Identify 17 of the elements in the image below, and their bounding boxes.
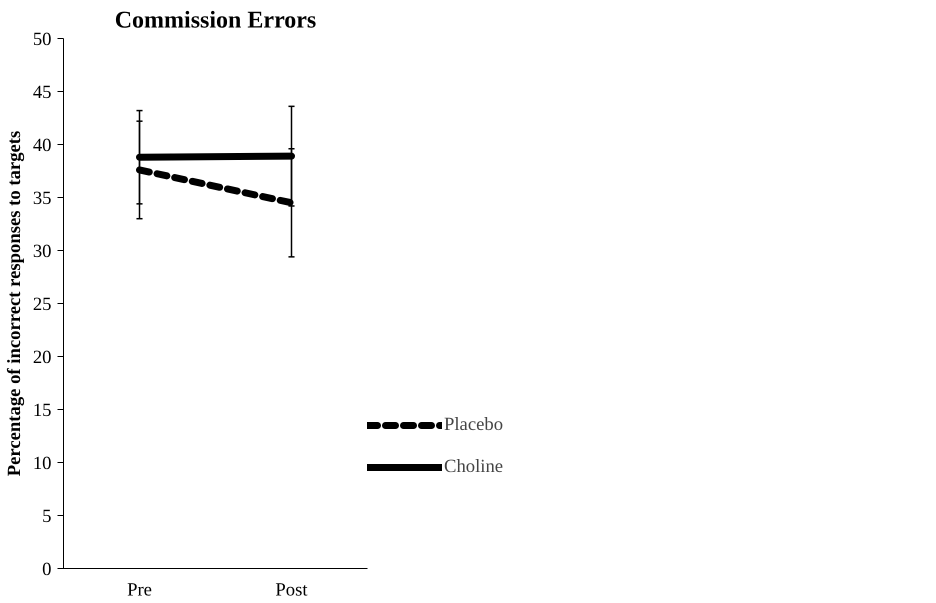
legend-label: Placebo	[444, 414, 504, 436]
x-tick-label: Pre	[127, 580, 152, 600]
y-tick-label: 50	[32, 29, 52, 50]
y-tick-label: 15	[32, 400, 52, 421]
y-tick-label: 10	[32, 453, 52, 474]
x-tick-label: Post	[275, 580, 308, 600]
y-tick-label: 20	[32, 347, 52, 368]
y-tick-label: 35	[32, 188, 52, 209]
y-tick-label: 0	[42, 559, 52, 580]
chart-title: Commission Errors	[114, 8, 316, 34]
y-tick-label: 40	[32, 135, 52, 156]
y-tick-label: 5	[42, 506, 52, 527]
y-tick-label: 25	[32, 294, 52, 315]
y-tick-label: 45	[32, 82, 52, 103]
y-tick-label: 30	[32, 241, 52, 262]
y-axis-title: Percentage of incorrect responses to targets	[4, 130, 25, 476]
legend-label: Choline	[444, 456, 504, 478]
